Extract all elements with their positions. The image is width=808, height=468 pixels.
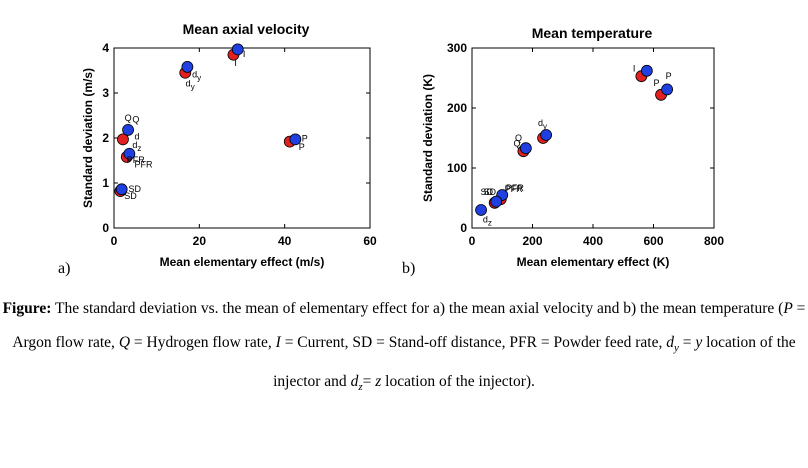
data-point-blue (519, 142, 532, 155)
chart-panel-a: 0 20 40 60 0 1 2 3 4 Mean axial velocity Mean elem… (58, 21, 377, 277)
point-label: Q (132, 114, 139, 124)
point-label: SD (483, 187, 496, 197)
point-label: P (654, 78, 660, 88)
point-label: SD (124, 191, 137, 201)
y-axis-label: Standard deviation (m/s) (81, 68, 95, 208)
point-label: SD (480, 187, 493, 197)
x-tick-label: 200 (522, 234, 542, 248)
panel-label: b) (402, 260, 415, 277)
x-tick-label: 40 (278, 234, 292, 248)
plot-frame (471, 47, 715, 229)
data-point-blue (115, 183, 128, 196)
y-tick-label: 300 (447, 41, 467, 55)
point-label: P (666, 71, 672, 81)
data-point-blue (640, 64, 653, 77)
chart-title: Mean axial velocity (183, 21, 310, 37)
y-tick-label: 0 (460, 221, 467, 235)
x-tick-label: 800 (704, 234, 724, 248)
data-point-blue (289, 133, 302, 146)
x-tick-label: 0 (469, 234, 476, 248)
data-point-blue (123, 147, 136, 160)
data-point-blue (475, 204, 487, 216)
y-tick-label: 200 (447, 101, 467, 115)
data-point-blue (490, 195, 503, 208)
x-tick-label: 400 (583, 234, 603, 248)
point-label: d (134, 131, 139, 141)
x-axis-label: Mean elementary effect (m/s) (160, 255, 325, 269)
point-label: dz (132, 140, 141, 153)
point-label: Q (125, 113, 132, 123)
y-tick-label: 1 (102, 176, 109, 190)
x-tick-label: 20 (193, 234, 207, 248)
point-label: PFR (505, 184, 524, 194)
y-tick-label: 2 (102, 131, 109, 145)
x-tick-label: 600 (643, 234, 663, 248)
y-tick-label: 100 (447, 161, 467, 175)
point-label: Q (515, 133, 522, 143)
x-tick-label: 0 (111, 234, 118, 248)
point-label: P (302, 134, 308, 144)
data-point-blue (181, 61, 194, 73)
data-point-blue (122, 123, 134, 136)
point-label: Q (513, 138, 520, 148)
caption-text: Figure: The standard deviation vs. the m… (2, 300, 806, 394)
point-label: dy (186, 78, 195, 91)
point-label: PFR (506, 183, 525, 193)
point-label: dy (538, 118, 547, 131)
point-label: PFR (134, 159, 153, 169)
point-label: I (633, 63, 636, 73)
data-point-red (117, 133, 129, 146)
point-label: PFR (127, 155, 146, 165)
y-tick-label: 3 (102, 86, 109, 100)
point-label: dz (483, 215, 492, 228)
panel-label: a) (58, 260, 70, 277)
y-axis-label: Standard deviation (K) (421, 74, 435, 202)
plot-frame (113, 47, 371, 229)
y-tick-label: 4 (102, 41, 109, 55)
chart-panel-b: 0 200 400 600 800 0 100 200 300 Mean temperature M… (402, 25, 724, 277)
y-tick-label: 0 (102, 221, 109, 235)
x-tick-label: 60 (363, 234, 377, 248)
point-label: P (299, 142, 305, 152)
data-point-blue (231, 43, 244, 56)
point-label: dy (192, 69, 201, 82)
point-label: I (234, 58, 237, 68)
data-point-blue (540, 129, 553, 141)
data-point-blue (661, 83, 674, 96)
x-axis-label: Mean elementary effect (K) (517, 255, 670, 269)
figure-caption: Figure: The standard deviation vs. the m… (0, 292, 808, 404)
chart-title: Mean temperature (532, 25, 653, 41)
point-label: SD (129, 184, 142, 194)
point-label: I (243, 49, 246, 59)
